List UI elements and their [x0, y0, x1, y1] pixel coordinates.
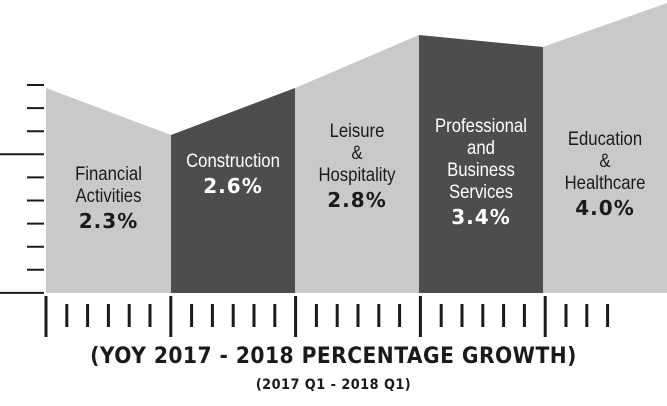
category-label-3-0: Professional: [435, 115, 527, 136]
value-label-4: 4.0%: [575, 196, 634, 220]
category-label-2-1: &: [351, 142, 362, 163]
chart-band-1: [171, 88, 295, 293]
category-label-4-2: Healthcare: [565, 172, 646, 193]
value-label-2: 2.8%: [327, 188, 386, 212]
category-label-1-0: Construction: [186, 150, 280, 171]
category-label-0-1: Activities: [76, 185, 142, 206]
value-label-3: 3.4%: [451, 205, 510, 229]
category-label-3-3: Services: [449, 181, 513, 202]
chart-band-4: [543, 3, 667, 293]
chart-bands: [46, 3, 667, 293]
category-label-3-1: and: [467, 137, 495, 158]
chart-band-3: [419, 35, 543, 293]
x-axis-title: (YOY 2017 - 2018 PERCENTAGE GROWTH): [90, 344, 577, 369]
category-label-3-2: Business: [447, 159, 515, 180]
category-label-2-0: Leisure: [330, 120, 385, 141]
value-label-0: 2.3%: [79, 209, 138, 233]
category-label-2-2: Hospitality: [318, 164, 395, 185]
x-axis-subtitle: (2017 Q1 - 2018 Q1): [255, 377, 412, 393]
category-label-4-0: Education: [568, 128, 642, 149]
value-label-1: 2.6%: [203, 174, 262, 198]
chart-band-0: [46, 88, 171, 293]
chart-axes: [0, 84, 610, 337]
category-label-4-1: &: [599, 150, 610, 171]
category-label-0-0: Financial: [75, 163, 142, 184]
chart-band-2: [295, 35, 419, 293]
